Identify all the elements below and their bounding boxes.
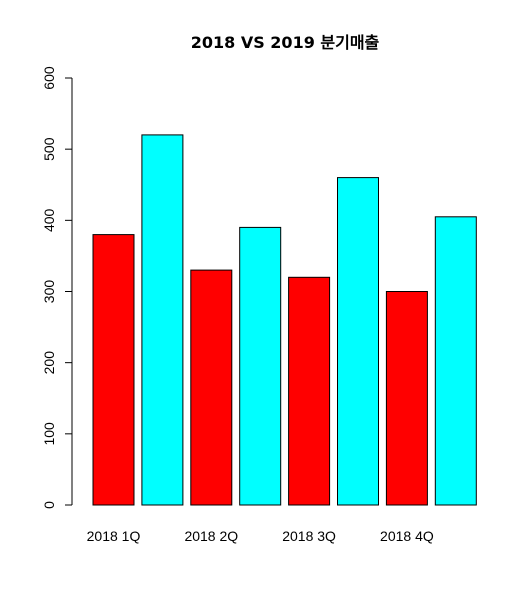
bar <box>337 177 379 506</box>
y-tick-label: 400 <box>41 208 57 232</box>
y-tick-label: 0 <box>41 501 57 509</box>
bar <box>434 216 477 506</box>
bar <box>141 134 184 506</box>
bar <box>385 291 428 506</box>
x-tick-label: 2018 1Q <box>87 528 141 544</box>
x-tick-label: 2018 3Q <box>282 528 336 544</box>
y-tick-label: 600 <box>41 66 57 90</box>
x-axis-labels: 2018 1Q 2018 2Q 2018 3Q 2018 4Q <box>87 528 434 544</box>
y-tick-label: 500 <box>41 137 57 161</box>
x-tick-label: 2018 4Q <box>380 528 434 544</box>
bar <box>239 226 282 506</box>
bar <box>288 276 331 506</box>
y-tick-label: 300 <box>41 280 57 304</box>
chart-title: 2018 VS 2019 분기매출 <box>191 33 380 52</box>
y-tick-label: 100 <box>41 422 57 446</box>
bar <box>92 234 135 506</box>
x-tick-label: 2018 2Q <box>184 528 238 544</box>
bars <box>92 134 477 506</box>
bar <box>190 269 233 506</box>
y-tick-label: 200 <box>41 351 57 375</box>
y-axis: 0 100 200 300 400 500 600 <box>41 66 73 509</box>
